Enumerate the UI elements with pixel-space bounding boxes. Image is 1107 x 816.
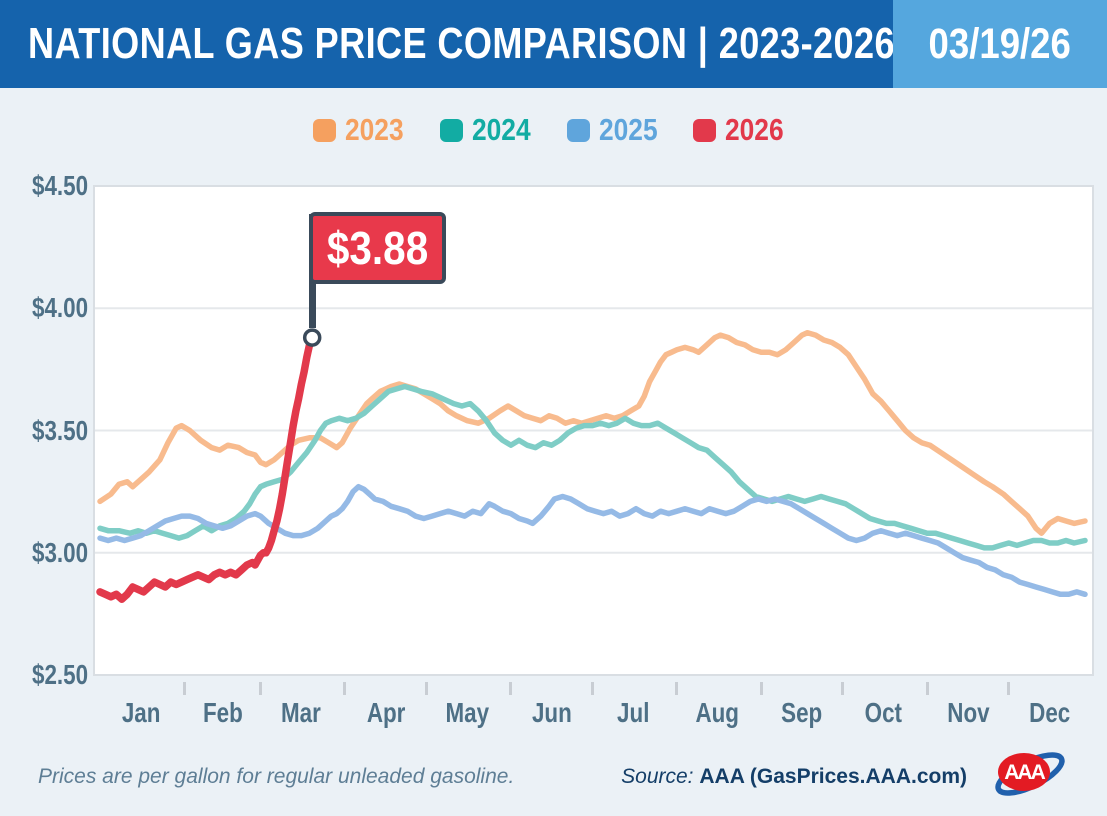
x-axis-tick — [509, 682, 513, 695]
x-axis-label-Apr: Apr — [366, 697, 405, 728]
y-axis-label-$4.50: $4.50 — [31, 170, 88, 201]
aaa-logo-oval — [998, 753, 1050, 791]
legend-swatch-2023 — [312, 118, 336, 142]
x-axis-label-Aug: Aug — [695, 697, 740, 728]
x-axis-tick — [259, 682, 263, 695]
x-axis-label-May: May — [445, 697, 490, 728]
date-badge: 03/19/26 — [893, 0, 1107, 88]
x-axis-label-Mar: Mar — [281, 697, 322, 728]
source-text: AAA (GasPrices.AAA.com) — [699, 765, 967, 788]
y-axis-label-$3.00: $3.00 — [31, 536, 88, 568]
y-axis-label-$2.50: $2.50 — [31, 659, 88, 690]
chart-legend: 2023 2024 2025 2026 — [0, 112, 1107, 148]
series-line-2026 — [96, 333, 316, 603]
x-axis-tick — [591, 682, 594, 695]
legend-swatch-2025 — [566, 118, 590, 142]
x-axis-tick — [425, 682, 429, 695]
x-axis-label-Jul: Jul — [617, 697, 650, 728]
x-axis-tick — [182, 682, 186, 695]
legend-item-2023: 2023 — [312, 112, 414, 148]
x-axis-label-Jan: Jan — [121, 697, 161, 728]
series-line-2024 — [97, 383, 1088, 551]
page-title: NATIONAL GAS PRICE COMPARISON | 2023-202… — [28, 0, 1085, 88]
x-axis-label-Jun: Jun — [531, 697, 572, 728]
aaa-logo: AAA — [995, 752, 1065, 796]
x-axis-label-Dec: Dec — [1029, 697, 1071, 728]
x-axis-tick — [841, 682, 845, 695]
legend-label: 2023 — [344, 112, 404, 147]
series-line-2025 — [97, 483, 1088, 598]
x-axis-label-Nov: Nov — [946, 697, 990, 728]
x-axis-tick — [925, 682, 929, 695]
source-prefix: Source: — [621, 765, 694, 788]
date-text: 03/19/26 — [928, 19, 1072, 68]
callout-flag: $3.88 — [309, 212, 446, 284]
page-title-text: NATIONAL GAS PRICE COMPARISON | 2023-202… — [28, 19, 895, 68]
aaa-logo-text: AAA — [1004, 761, 1045, 784]
x-axis-tick — [343, 682, 347, 695]
y-axis-label-$4.00: $4.00 — [31, 292, 88, 324]
legend-label: 2025 — [598, 112, 658, 147]
header-bar: NATIONAL GAS PRICE COMPARISON | 2023-202… — [0, 0, 1107, 88]
x-axis-label-Feb: Feb — [202, 697, 243, 728]
current-price-marker — [302, 328, 322, 347]
x-axis-tick — [675, 682, 679, 695]
x-axis-label-Oct: Oct — [864, 697, 903, 728]
legend-label: 2026 — [725, 112, 785, 147]
legend-swatch-2024 — [439, 118, 463, 142]
legend-label: 2024 — [471, 112, 531, 147]
y-axis-label-$3.50: $3.50 — [31, 414, 88, 446]
legend-item-2026: 2026 — [693, 112, 794, 148]
source-attribution: Source: AAA (GasPrices.AAA.com) — [621, 765, 967, 789]
legend-swatch-2026 — [693, 118, 717, 142]
series-line-2023 — [97, 329, 1088, 536]
legend-item-2025: 2025 — [566, 112, 668, 148]
x-axis-label-Sep: Sep — [781, 697, 823, 728]
x-axis-tick — [759, 682, 763, 695]
x-axis-tick — [1007, 682, 1011, 695]
current-price-label: $3.88 — [326, 222, 429, 274]
legend-item-2024: 2024 — [439, 112, 541, 148]
footnote: Prices are per gallon for regular unlead… — [38, 765, 515, 788]
